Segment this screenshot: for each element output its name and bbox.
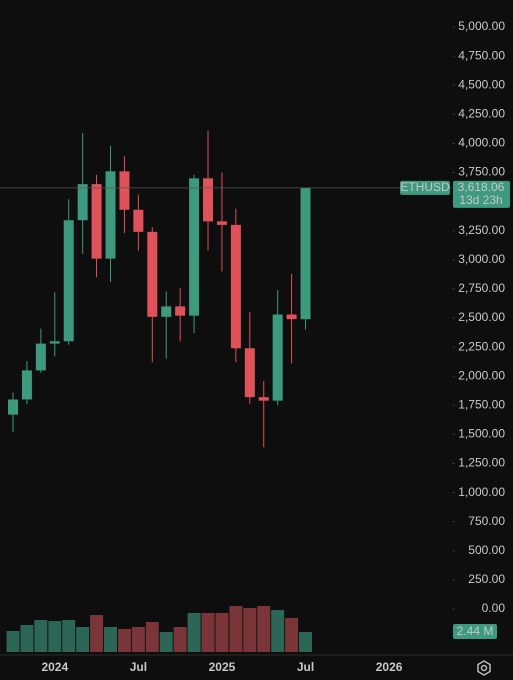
candle-body [258,397,269,401]
last-price-label: 3,618.06 [458,180,505,194]
volume-bar [271,610,285,652]
volume-value-label: 2.44 M [457,624,494,638]
candle-body [230,224,241,349]
volume-bar [243,607,257,652]
candle-body [244,348,255,398]
candle-body [49,341,60,344]
y-tick-label: 2,500.00 [458,310,505,324]
candle-body [35,343,46,371]
last-price-badge [453,180,510,208]
settings-dot [480,664,488,672]
volume-bar [299,631,313,652]
volume-bar [145,621,159,652]
y-tick-label: 2,250.00 [458,339,505,353]
y-tick-label: 4,500.00 [458,77,505,91]
y-tick-label: 5,000.00 [458,19,505,33]
y-tick-label: 4,000.00 [458,136,505,150]
volume-bar [104,626,118,652]
y-tick-label: 2,000.00 [458,368,505,382]
y-tick-label: 4,250.00 [458,106,505,120]
x-tick-label: Jul [130,660,147,674]
countdown-label: 13d 23h [459,193,502,207]
y-tick-label: 500.00 [468,543,505,557]
candle-body [300,187,311,320]
symbol-label: ETHUSD [400,180,450,194]
volume-bar [90,615,104,652]
candle-body [63,220,74,342]
candle-body [161,306,172,317]
x-tick-label: 2026 [376,660,403,674]
volume-bar [159,631,173,652]
candle-body [216,221,227,225]
candle-body [147,231,158,317]
y-tick-label: 1,250.00 [458,456,505,470]
settings-hex [477,660,491,676]
y-tick-label: 1,750.00 [458,397,505,411]
y-tick-label: 1,500.00 [458,427,505,441]
volume-bar [76,626,90,652]
volume-bar [215,612,229,652]
volume-bar [34,620,48,652]
candle-body [21,370,32,400]
candle-body [105,171,116,259]
candle-body [119,171,130,210]
candle-body [77,184,88,221]
y-tick-label: 1,000.00 [458,485,505,499]
candle-body [175,306,186,316]
settings-icon[interactable] [477,660,491,676]
y-tick-label: 3,250.00 [458,223,505,237]
volume-bar [117,628,131,652]
volume-bar [6,631,20,652]
y-tick-label: 0.00 [482,601,506,615]
y-tick-label: 4,750.00 [458,48,505,62]
volume-bar [20,625,34,652]
volume-bar [62,620,76,652]
y-tick-label: 250.00 [468,572,505,586]
y-tick-label: 3,750.00 [458,165,505,179]
y-tick-label: 3,000.00 [458,252,505,266]
volume-bar [131,626,145,652]
volume-bar [257,606,271,652]
volume-bar [285,617,299,652]
volume-badge [453,624,497,639]
symbol-badge [400,180,450,195]
volume-bar [173,626,187,652]
volume-bar [187,612,201,652]
volume-bar [229,606,243,652]
candle-body [91,184,102,259]
candle-body [133,209,144,232]
x-tick-label: 2024 [41,660,68,674]
candle-body [8,399,18,415]
candle-body [203,178,214,222]
candle-body [272,314,283,401]
candle-body [286,314,297,320]
x-tick-label: 2025 [209,660,236,674]
y-tick-label: 2,750.00 [458,281,505,295]
volume-bar [48,621,62,652]
y-tick-label: 750.00 [468,514,505,528]
x-tick-label: Jul [297,660,314,674]
candle-body [189,178,200,316]
volume-bar [201,612,215,652]
